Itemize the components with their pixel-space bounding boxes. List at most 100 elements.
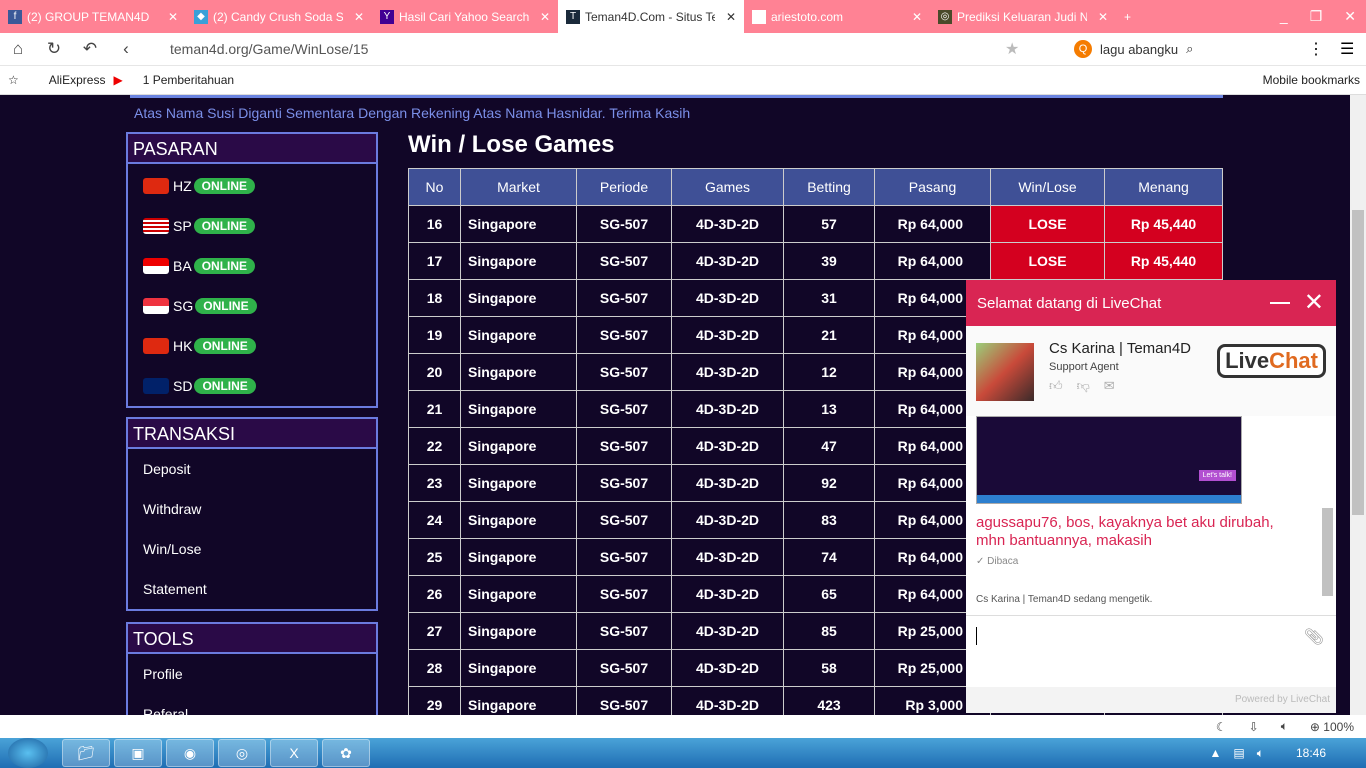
table-cell: LOSE bbox=[990, 205, 1105, 243]
sidebar-item-profile[interactable]: Profile bbox=[143, 666, 183, 682]
chat-scrollbar[interactable] bbox=[1321, 416, 1334, 616]
chat-header-title: Selamat datang di LiveChat bbox=[977, 294, 1162, 312]
browser-tab[interactable]: ariestoto.com ✕ bbox=[744, 0, 930, 33]
powered-by[interactable]: Powered by LiveChat bbox=[966, 687, 1336, 713]
thumbs-down-icon[interactable]: 👎︎ bbox=[1076, 378, 1090, 393]
minimize-button[interactable]: _ bbox=[1279, 8, 1288, 24]
undo-icon[interactable]: ↶ bbox=[82, 39, 98, 58]
market-hk[interactable]: HK ONLINE bbox=[128, 326, 376, 366]
maximize-button[interactable]: ❐ bbox=[1309, 8, 1323, 24]
market-sp[interactable]: SP ONLINE bbox=[128, 206, 376, 246]
market-sd[interactable]: SD ONLINE bbox=[128, 366, 376, 406]
app-icon[interactable]: ✿ bbox=[322, 739, 370, 767]
email-icon[interactable]: ✉ bbox=[1103, 378, 1115, 393]
minimize-chat-button[interactable] bbox=[1270, 302, 1290, 304]
close-window-button[interactable]: ✕ bbox=[1344, 8, 1356, 24]
menu-dots-icon[interactable]: ⋮ bbox=[1308, 41, 1324, 58]
volume-icon[interactable]: 🔈︎ bbox=[1280, 719, 1288, 733]
bookmark-star-icon[interactable]: ☆ bbox=[8, 73, 19, 87]
page-scrollbar[interactable] bbox=[1350, 95, 1366, 715]
column-header: Games bbox=[671, 168, 784, 206]
close-tab-icon[interactable]: ✕ bbox=[353, 9, 364, 24]
table-cell: 17 bbox=[408, 242, 461, 280]
tools-panel: TOOLS Profile Referal bbox=[126, 622, 378, 715]
browser-tab[interactable]: f (2) GROUP TEMAN4D ✕ bbox=[0, 0, 186, 33]
browser-icon[interactable]: ◎ bbox=[218, 739, 266, 767]
search-box[interactable]: Q lagu abangku ⌕ bbox=[1074, 40, 1193, 58]
table-cell: 21 bbox=[408, 390, 461, 428]
sidebar-item-statement[interactable]: Statement bbox=[143, 581, 207, 597]
mobile-bookmarks[interactable]: Mobile bookmarks bbox=[1262, 73, 1360, 87]
table-cell: Singapore bbox=[460, 390, 577, 428]
read-status: ✓ Dibaca bbox=[976, 556, 1019, 567]
screenshot-lets-talk: Let's talk! bbox=[1198, 470, 1236, 481]
star-icon[interactable]: ★ bbox=[1005, 41, 1020, 58]
browser-tab[interactable]: ◎ Prediksi Keluaran Judi Nomor ✕ bbox=[930, 0, 1116, 33]
table-cell: Singapore bbox=[460, 464, 577, 502]
clock[interactable]: 18:46 bbox=[1295, 746, 1326, 760]
browser-tab[interactable]: ◆ (2) Candy Crush Soda Saga ✕ bbox=[186, 0, 372, 33]
search-icon[interactable]: ⌕ bbox=[1186, 41, 1194, 56]
close-tab-icon[interactable]: ✕ bbox=[911, 9, 922, 24]
table-cell: Singapore bbox=[460, 242, 577, 280]
new-tab-button[interactable]: + bbox=[1124, 9, 1132, 24]
close-tab-icon[interactable]: ✕ bbox=[539, 9, 550, 24]
back-icon[interactable]: ‹ bbox=[123, 39, 129, 58]
thumbs-up-icon[interactable]: 👍︎ bbox=[1049, 378, 1063, 393]
winlose-table: No Market Periode Games Betting Pasang Win/Los… bbox=[408, 168, 1223, 715]
close-chat-button[interactable]: ✕ bbox=[1303, 289, 1324, 316]
table-cell: 26 bbox=[408, 575, 461, 613]
zoom-icon[interactable]: ⊕ 100% bbox=[1309, 719, 1354, 734]
download-icon[interactable]: ⇩ bbox=[1248, 719, 1259, 734]
sidebar-item-winlose[interactable]: Win/Lose bbox=[143, 541, 202, 557]
market-sg[interactable]: SG ONLINE bbox=[128, 286, 376, 326]
hamburger-icon[interactable]: ☰ bbox=[1340, 41, 1355, 58]
table-row: 16 Singapore SG-507 4D-3D-2D 57 Rp 64,000 LOSE… bbox=[408, 205, 1223, 243]
livechat-logo: LiveChat bbox=[1217, 344, 1326, 378]
explorer-icon[interactable]: 📁︎ bbox=[62, 739, 110, 767]
attach-icon[interactable]: 📎︎ bbox=[1303, 629, 1324, 646]
table-cell: Singapore bbox=[460, 686, 577, 715]
table-cell: SG-507 bbox=[576, 464, 672, 502]
youtube-icon[interactable]: ▶ bbox=[113, 73, 123, 87]
table-cell: 24 bbox=[408, 501, 461, 539]
sidebar-item-withdraw[interactable]: Withdraw bbox=[143, 501, 202, 517]
network-icon[interactable]: ▤ bbox=[1233, 746, 1245, 760]
bookmark-pemberitahuan[interactable]: 1 Pemberitahuan bbox=[142, 73, 235, 87]
column-header: Menang bbox=[1104, 168, 1223, 206]
table-cell: 58 bbox=[783, 649, 875, 687]
close-tab-icon[interactable]: ✕ bbox=[167, 9, 178, 24]
search-engine-icon[interactable]: Q bbox=[1074, 40, 1092, 58]
url-input[interactable]: teman4d.org/Game/WinLose/15 bbox=[170, 41, 369, 57]
firefox-icon[interactable]: ◉ bbox=[166, 739, 214, 767]
chat-input[interactable]: 📎︎ bbox=[966, 617, 1336, 687]
table-cell: Rp 64,000 bbox=[874, 242, 991, 280]
sidebar-item-deposit[interactable]: Deposit bbox=[143, 461, 191, 477]
home-icon[interactable]: ⌂ bbox=[12, 39, 24, 58]
search-input[interactable]: lagu abangku bbox=[1100, 41, 1179, 57]
sidebar-item-referal[interactable]: Referal bbox=[143, 706, 189, 715]
close-tab-icon[interactable]: ✕ bbox=[725, 9, 736, 24]
bookmark-aliexpress[interactable]: AliExpress bbox=[48, 73, 106, 87]
browser-tab[interactable]: Y Hasil Cari Yahoo Search ✕ bbox=[372, 0, 558, 33]
volume-tray-icon[interactable]: 🔈︎ bbox=[1256, 745, 1264, 760]
market-ba[interactable]: BA ONLINE bbox=[128, 246, 376, 286]
night-mode-icon[interactable]: ☾ bbox=[1215, 719, 1227, 734]
start-button[interactable] bbox=[8, 738, 48, 768]
agent-info: Cs Karina | Teman4D Support Agent 👍︎ 👎︎ … bbox=[966, 326, 1336, 416]
table-cell: 22 bbox=[408, 427, 461, 465]
close-tab-icon[interactable]: ✕ bbox=[1097, 9, 1108, 24]
column-header: Periode bbox=[576, 168, 672, 206]
avast-icon[interactable]: ▲ bbox=[1209, 746, 1222, 760]
yahoo-icon: Y bbox=[380, 9, 394, 24]
attached-screenshot[interactable]: Let's talk! bbox=[976, 416, 1242, 504]
reload-icon[interactable]: ↻ bbox=[46, 39, 62, 58]
photo-viewer-icon[interactable]: ▣ bbox=[114, 739, 162, 767]
market-hz[interactable]: HZ ONLINE bbox=[128, 166, 376, 206]
table-cell: Rp 45,440 bbox=[1104, 242, 1223, 280]
table-cell: 23 bbox=[408, 464, 461, 502]
browser-tab[interactable]: T Teman4D.Com - Situs Terpercaya ✕ bbox=[558, 0, 744, 33]
excel-icon[interactable]: X bbox=[270, 739, 318, 767]
teman4d-icon: T bbox=[566, 9, 580, 24]
transaksi-panel: TRANSAKSI Deposit Withdraw Win/Lose Stateme… bbox=[126, 417, 378, 611]
